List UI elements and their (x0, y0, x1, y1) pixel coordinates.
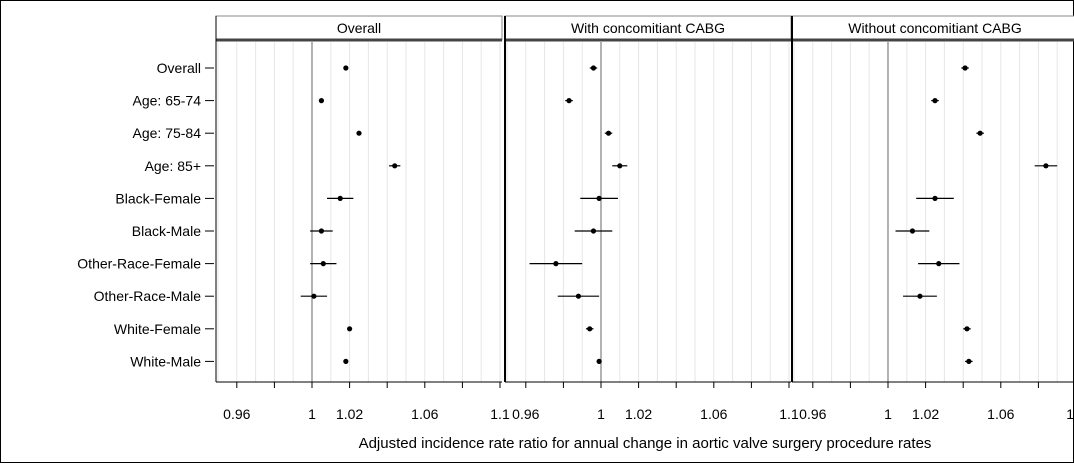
point-estimate (966, 358, 972, 364)
category-label: Other-Race-Male (94, 288, 202, 304)
point-estimate (343, 358, 349, 364)
x-tick-label: 0.96 (512, 406, 539, 422)
point-estimate (356, 130, 362, 136)
x-tick-label: 1.06 (987, 406, 1014, 422)
point-estimate (605, 130, 612, 136)
point-estimate (617, 163, 623, 169)
x-tick-label: 1 (308, 406, 316, 422)
category-label: Age: 85+ (145, 158, 201, 174)
point-estimate (1043, 163, 1049, 169)
x-tick-label: 1.06 (700, 406, 727, 422)
x-tick-label: 1.02 (912, 406, 939, 422)
x-tick-label: 1.02 (336, 406, 363, 422)
point-estimate (575, 293, 582, 299)
point-estimate (909, 228, 916, 234)
point-estimate (932, 98, 938, 104)
category-label: White-Female (114, 321, 201, 337)
point-estimate (936, 261, 942, 267)
category-label: Black-Male (132, 223, 201, 239)
x-tick-label: 1.02 (625, 406, 652, 422)
x-tick-label: 1.1 (490, 406, 510, 422)
point-estimate (343, 65, 349, 71)
x-tick-label: 0.96 (223, 406, 250, 422)
x-tick-label: 1 (884, 406, 892, 422)
point-estimate (337, 195, 343, 201)
x-tick-label: 0.96 (799, 406, 826, 422)
point-estimate (566, 98, 572, 104)
point-estimate (590, 228, 597, 234)
point-estimate (977, 130, 983, 136)
point-estimate (590, 65, 597, 71)
point-estimate (320, 261, 326, 267)
panel-title: Without concomitiant CABG (848, 20, 1022, 36)
panel-title: Overall (337, 20, 381, 36)
point-estimate (932, 195, 938, 201)
point-estimate (347, 326, 353, 332)
point-estimate (917, 293, 923, 299)
point-estimate (311, 293, 317, 299)
point-estimate (553, 261, 559, 267)
point-estimate (962, 65, 968, 71)
x-tick-label: 1 (597, 406, 605, 422)
x-tick-label: 1.06 (411, 406, 438, 422)
panel-title: With concomitiant CABG (571, 20, 725, 36)
category-label: Other-Race-Female (77, 256, 201, 272)
point-estimate (587, 326, 593, 332)
point-estimate (392, 163, 398, 169)
point-estimate (318, 228, 324, 234)
x-tick-label: 1.1 (1066, 406, 1074, 422)
point-estimate (596, 358, 602, 364)
point-estimate (596, 195, 602, 201)
point-estimate (318, 98, 324, 104)
category-label: White-Male (130, 353, 201, 369)
point-estimate (964, 326, 970, 332)
category-label: Overall (157, 60, 201, 76)
category-label: Black-Female (115, 190, 201, 206)
x-tick-label: 1.1 (779, 406, 799, 422)
category-label: Age: 75-84 (133, 125, 202, 141)
panel-header-box (791, 15, 1074, 41)
x-axis-title: Adjusted incidence rate ratio for annual… (359, 435, 932, 452)
category-label: Age: 65-74 (133, 93, 202, 109)
